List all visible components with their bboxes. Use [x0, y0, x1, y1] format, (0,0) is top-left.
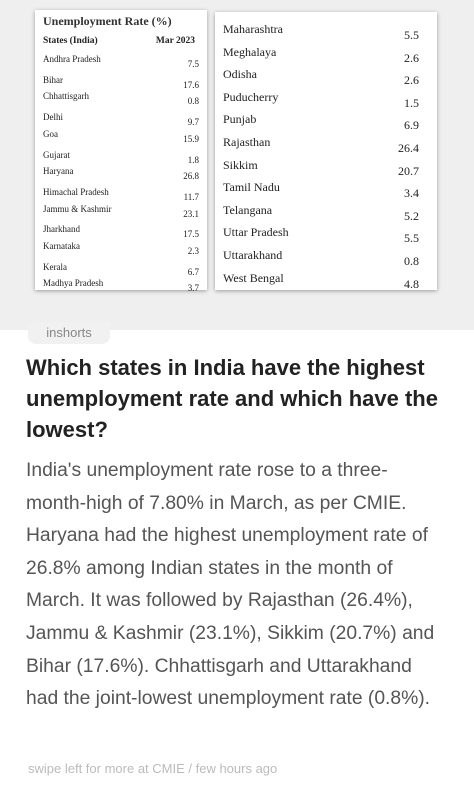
rate-value: 2.6 — [404, 50, 419, 65]
rate-value: 2.6 — [404, 73, 419, 88]
rate-value: 6.7 — [187, 266, 199, 277]
state-name: Telangana — [223, 202, 273, 217]
rate-value: 17.5 — [183, 229, 199, 240]
rate-value: 3.7 — [187, 283, 199, 294]
state-name: Odisha — [223, 67, 257, 82]
table-title: Unemployment Rate (%) — [43, 14, 172, 28]
state-name: Tamil Nadu — [223, 180, 280, 195]
state-name: Delhi — [43, 112, 63, 123]
article-image: Unemployment Rate (%) States (India) Mar… — [0, 0, 474, 330]
state-name: Goa — [43, 128, 58, 139]
rate-value: 4.8 — [404, 276, 419, 291]
state-name: West Bengal — [223, 270, 284, 285]
rate-value: 5.5 — [404, 231, 419, 246]
rate-value: 11.7 — [183, 191, 199, 202]
rate-value: 7.5 — [187, 59, 199, 69]
state-name: Meghalaya — [223, 44, 277, 59]
rate-value: 5.2 — [404, 208, 419, 223]
state-name: Jammu & Kashmir — [43, 203, 112, 214]
state-name: Karnataka — [43, 241, 80, 251]
rate-value: 0.8 — [187, 96, 199, 107]
state-name: Gujarat — [43, 149, 70, 160]
state-name: Bihar — [43, 74, 63, 85]
state-name: Madhya Pradesh — [43, 278, 104, 289]
state-name: Andhra Pradesh — [43, 54, 101, 64]
state-name: Puducherry — [223, 89, 279, 104]
rate-value: 9.7 — [187, 117, 199, 128]
state-name: Sikkim — [223, 157, 258, 172]
table-header: Mar 2023 — [155, 36, 195, 46]
article-body: India's unemployment rate rose to a thre… — [26, 460, 435, 710]
state-name: Punjab — [223, 112, 257, 127]
footer-link[interactable]: swipe left for more at CMIE / few hours … — [28, 761, 278, 776]
state-name: Kerala — [43, 261, 67, 272]
rate-value: 15.9 — [183, 133, 199, 144]
rate-value: 17.6 — [183, 79, 199, 90]
headline: Which states in India have the highest u… — [26, 355, 438, 442]
rate-value: 1.8 — [187, 154, 199, 165]
state-name: Maharashtra — [223, 22, 283, 36]
state-name: Haryana — [43, 166, 74, 177]
rate-value: 5.5 — [404, 28, 419, 42]
left-table: Unemployment Rate (%) States (India) Mar… — [35, 10, 207, 294]
state-name: Uttar Pradesh — [223, 225, 289, 240]
rate-value: 0.8 — [404, 254, 419, 268]
rate-value: 2.3 — [187, 246, 199, 256]
state-name: Jharkhand — [43, 224, 80, 235]
state-name: Rajasthan — [223, 135, 271, 149]
rate-value: 26.8 — [183, 171, 199, 182]
state-name: Himachal Pradesh — [43, 186, 109, 197]
rate-value: 26.4 — [398, 141, 419, 155]
rate-value: 1.5 — [404, 95, 419, 110]
state-name: Chhattisgarh — [43, 91, 89, 102]
rate-value: 20.7 — [398, 163, 419, 178]
state-name: Uttarakhand — [223, 248, 283, 262]
right-table: Maharashtra 5.5 Meghalaya 2.6 Odisha 2.6 Puduc… — [215, 12, 437, 291]
source-tag: inshorts — [28, 322, 110, 344]
rate-value: 23.1 — [183, 208, 199, 219]
table-header: States (India) — [43, 36, 98, 46]
rate-value: 6.9 — [404, 118, 419, 133]
rate-value: 3.4 — [404, 186, 419, 201]
